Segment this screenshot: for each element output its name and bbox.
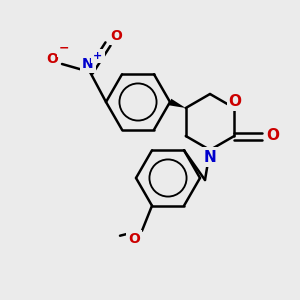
Text: O: O <box>267 128 280 143</box>
Text: O: O <box>128 232 140 246</box>
Text: O: O <box>46 52 58 66</box>
Text: N: N <box>204 149 216 164</box>
Text: −: − <box>59 41 69 55</box>
Text: O: O <box>229 94 242 109</box>
Text: +: + <box>93 51 103 61</box>
Text: O: O <box>110 29 122 43</box>
Text: O: O <box>110 29 122 43</box>
Text: O: O <box>128 232 140 246</box>
Text: −: − <box>59 41 69 55</box>
Text: N: N <box>82 57 94 71</box>
Text: +: + <box>93 51 103 61</box>
Text: N: N <box>204 149 216 164</box>
Text: N: N <box>82 57 94 71</box>
Text: O: O <box>267 128 280 143</box>
Text: O: O <box>46 52 58 66</box>
Text: O: O <box>229 94 242 109</box>
Polygon shape <box>169 99 186 108</box>
